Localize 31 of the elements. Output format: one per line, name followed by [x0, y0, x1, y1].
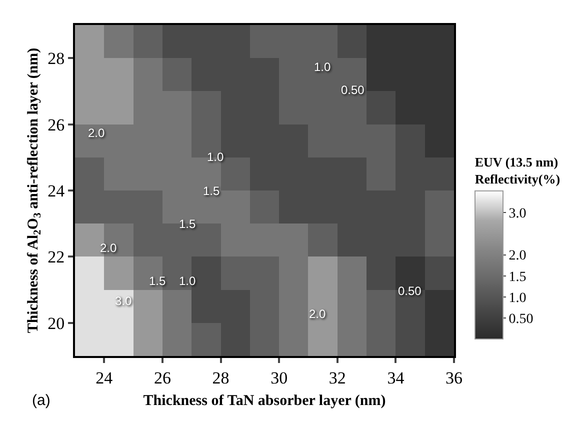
y-tick-label: 26 [48, 115, 65, 134]
color-bar-label: 1.0 [508, 290, 526, 306]
y-tick-label: 24 [48, 181, 66, 200]
annotation: 2.0 [100, 241, 118, 255]
color-bar-label: 1.5 [508, 270, 526, 285]
color-bar-label: 2.0 [508, 248, 526, 264]
x-tick-label: 32 [328, 368, 346, 388]
x-tick-label: 26 [154, 368, 171, 388]
annotation: 0.50 [398, 284, 422, 298]
y-tick-label: 28 [48, 49, 65, 68]
annotation: 1.0 [207, 150, 224, 164]
x-axis-title: Thickness of TaN absorber layer (nm) [143, 392, 386, 409]
color-bar-title: EUV (13.5 nm) Reflectivity(%) [474, 154, 560, 187]
annotation: 1.5 [149, 274, 166, 288]
x-tick-label: 36 [446, 368, 462, 388]
color-bar-label: 3.0 [508, 206, 526, 222]
x-tick-label: 30 [270, 368, 288, 388]
annotation: 1.0 [314, 60, 332, 74]
annotation: 1.5 [203, 184, 220, 198]
y-tick-label: 22 [48, 248, 65, 267]
annotation: 1.5 [179, 217, 196, 231]
annotation: 2.0 [309, 307, 326, 321]
annotation: 0.50 [341, 83, 365, 97]
x-tick-label: 34 [387, 368, 405, 388]
x-tick-label: 28 [212, 368, 230, 388]
y-tick-label: 20 [48, 314, 65, 333]
color-bar-label: 0.50 [508, 312, 534, 328]
annotation: 2.0 [88, 126, 106, 140]
x-tick-label: 24 [96, 368, 114, 388]
text: (a) [32, 392, 50, 409]
annotation: 1.0 [179, 274, 196, 288]
